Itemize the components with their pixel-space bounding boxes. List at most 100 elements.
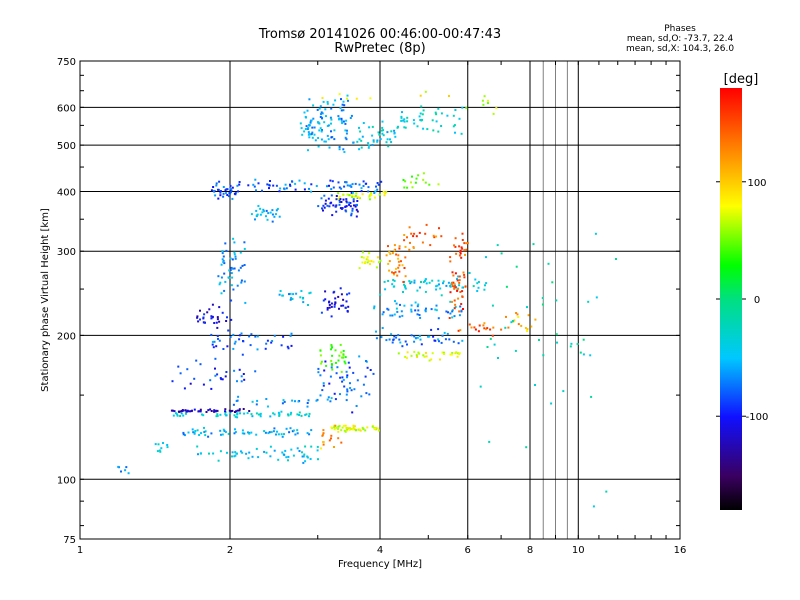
echo-point: [231, 186, 234, 189]
echo-point: [300, 127, 303, 130]
echo-point: [420, 281, 422, 283]
echo-point: [395, 336, 398, 339]
phase-stats-x: mean, sd,X: 104.3, 26.0: [625, 44, 735, 54]
echo-point: [348, 203, 351, 206]
echo-point: [327, 124, 330, 127]
echo-point: [218, 180, 221, 183]
echo-point: [414, 337, 417, 340]
echo-point: [562, 390, 565, 393]
echo-point: [238, 183, 241, 186]
echo-point: [203, 426, 205, 429]
echo-point: [615, 258, 617, 260]
echo-point: [398, 338, 401, 341]
echo-point: [478, 324, 481, 327]
echo-point: [332, 103, 335, 106]
echo-point: [418, 335, 421, 338]
echo-point: [229, 412, 232, 415]
echo-point: [435, 309, 438, 312]
echo-point: [454, 305, 457, 308]
echo-point: [346, 428, 349, 431]
echo-point: [306, 402, 309, 404]
echo-point: [449, 284, 452, 287]
echo-point: [234, 255, 237, 258]
echo-point: [372, 140, 375, 143]
echo-point: [398, 264, 401, 267]
echo-point: [301, 451, 303, 454]
echo-point: [210, 333, 213, 336]
echo-point: [376, 427, 379, 430]
y-tick-label: 750: [57, 57, 76, 68]
echo-point: [234, 454, 237, 457]
echo-point: [254, 218, 256, 221]
y-axis-title: Stationary phase Virtual Height [km]: [40, 208, 51, 392]
echo-point: [328, 205, 331, 208]
echo-point: [410, 232, 413, 235]
echo-point: [387, 245, 389, 248]
echo-point: [330, 107, 333, 110]
echo-point: [298, 179, 301, 182]
echo-point: [266, 218, 269, 221]
echo-point: [419, 316, 422, 319]
echo-point: [124, 469, 127, 472]
colorbar-tick-label: 100: [747, 178, 766, 189]
echo-point: [203, 321, 206, 324]
echo-point: [196, 315, 199, 318]
echo-point: [329, 400, 332, 403]
echo-point: [237, 190, 240, 193]
echo-point: [180, 410, 183, 412]
echo-point: [303, 453, 306, 456]
echo-point: [386, 138, 389, 141]
echo-point: [495, 107, 498, 110]
echo-point: [424, 278, 427, 281]
echo-point: [428, 183, 431, 186]
echo-point: [338, 186, 341, 189]
echo-point: [382, 191, 385, 193]
echo-point: [304, 128, 307, 130]
echo-point: [340, 441, 343, 444]
echo-point: [324, 360, 327, 363]
echo-point: [326, 101, 329, 103]
echo-point: [337, 295, 340, 298]
echo-point: [224, 375, 227, 378]
echo-point: [226, 188, 229, 191]
echo-point: [323, 369, 326, 372]
echo-point: [489, 337, 492, 340]
echo-point: [532, 243, 535, 246]
echo-point: [222, 195, 225, 198]
echo-point: [453, 299, 456, 302]
echo-point: [199, 410, 202, 413]
echo-point: [391, 283, 394, 286]
echo-point: [300, 290, 303, 292]
echo-point: [308, 136, 311, 139]
echo-point: [202, 383, 205, 386]
echo-point: [410, 310, 413, 313]
echo-point: [207, 409, 210, 412]
echo-point: [333, 428, 336, 431]
echo-point: [402, 179, 405, 181]
echo-point: [210, 410, 213, 412]
echo-point: [398, 247, 401, 250]
echo-point: [338, 195, 341, 198]
echo-point: [226, 451, 228, 454]
y-tick-label: 200: [57, 331, 76, 342]
echo-point: [349, 117, 352, 119]
echo-point: [483, 95, 486, 98]
echo-point: [334, 301, 337, 304]
echo-point: [257, 456, 260, 459]
echo-point: [364, 261, 367, 263]
echo-point: [265, 342, 268, 345]
echo-point: [454, 237, 457, 240]
echo-point: [226, 316, 228, 319]
echo-point: [550, 402, 553, 405]
echo-point: [356, 210, 359, 213]
echo-point: [339, 287, 342, 290]
echo-point: [304, 460, 307, 463]
echo-point: [340, 117, 343, 120]
echo-point: [317, 145, 320, 148]
echo-point: [212, 189, 215, 192]
echo-point: [265, 451, 268, 454]
echo-point: [232, 347, 235, 350]
echo-point: [319, 394, 322, 397]
echo-point: [470, 326, 473, 329]
echo-point: [451, 283, 454, 286]
